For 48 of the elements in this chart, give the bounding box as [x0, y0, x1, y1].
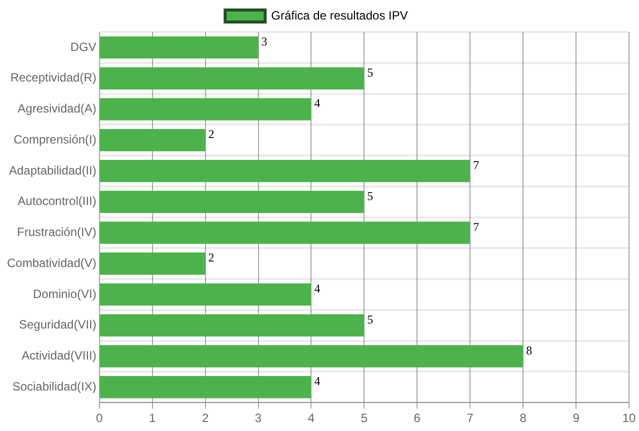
y-tick-label: Receptividad(R)	[10, 70, 96, 85]
bar	[100, 222, 470, 244]
data-label: 8	[526, 343, 532, 358]
data-label: 5	[367, 65, 374, 80]
bar	[100, 252, 206, 275]
bar	[100, 190, 364, 213]
y-tick-label: Actividad(VIII)	[22, 348, 96, 363]
x-tick-label: 8	[520, 411, 527, 426]
data-label: 5	[367, 188, 374, 203]
x-tick-label: 7	[466, 411, 474, 426]
legend-label: Gráfica de resultados IPV	[271, 8, 408, 22]
x-tick-label: 0	[96, 411, 104, 426]
x-tick-label: 9	[572, 411, 580, 426]
x-tick-label: 3	[254, 411, 262, 426]
data-label: 4	[314, 282, 320, 296]
bar	[100, 376, 312, 398]
bar	[100, 128, 206, 152]
y-tick-label: Comprensión(I)	[14, 132, 96, 146]
bar	[100, 36, 258, 59]
bar	[100, 283, 312, 306]
y-tick-label: Seguridad(VII)	[18, 318, 96, 332]
data-label: 5	[367, 312, 374, 326]
data-label: 3	[261, 34, 268, 48]
bar	[100, 67, 364, 90]
y-tick-label: Sociabilidad(IX)	[12, 379, 96, 394]
y-tick-label: Adaptabilidad(II)	[8, 163, 96, 178]
bar	[100, 98, 312, 120]
x-tick-label: 4	[308, 411, 315, 426]
y-tick-label: Autocontrol(III)	[18, 194, 96, 208]
y-tick-label: Combatividad(V)	[6, 256, 96, 270]
x-tick-label: 2	[202, 411, 209, 426]
y-tick-label: Dominio(VI)	[33, 286, 96, 301]
data-label: 2	[208, 250, 214, 265]
y-tick-label: Frustración(IV)	[17, 225, 96, 240]
y-tick-label: DGV	[70, 40, 96, 54]
bar	[100, 345, 524, 368]
y-tick-label: Agresividad(A)	[18, 102, 96, 116]
x-tick-label: 1	[148, 411, 156, 426]
data-label: 2	[208, 127, 214, 142]
x-tick-label: 5	[360, 411, 368, 426]
data-label: 7	[473, 220, 480, 234]
data-label: 4	[314, 96, 320, 110]
data-label: 7	[473, 158, 480, 172]
bar	[100, 314, 364, 337]
x-tick-label: 6	[414, 411, 421, 426]
bar	[100, 160, 470, 182]
x-tick-label: 10	[622, 411, 636, 426]
data-label: 4	[314, 374, 320, 388]
